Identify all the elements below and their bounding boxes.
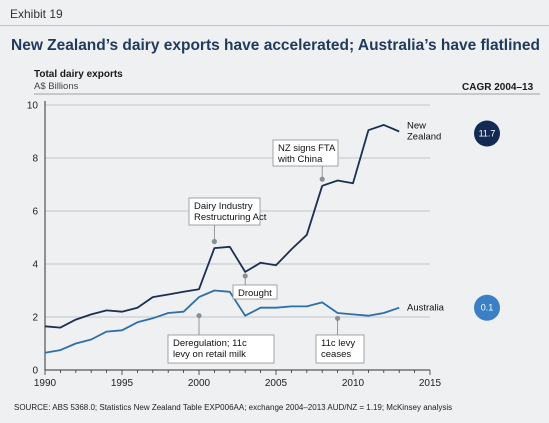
annotation-marker (335, 315, 341, 321)
x-tick-label: 2010 (342, 378, 365, 389)
x-tick-label: 2005 (265, 378, 288, 389)
cagr-value: 0.1 (481, 303, 494, 313)
cagr-badge (474, 294, 500, 321)
exhibit-label: Exhibit 19 (10, 7, 63, 21)
series-label-australia: Australia (407, 303, 445, 314)
y-tick-label: 8 (32, 154, 38, 165)
y-axis-title: Total dairy exports (34, 69, 123, 80)
header-divider (0, 25, 549, 26)
annotation-text: NZ signs FTA with China (277, 143, 336, 165)
y-tick-label: 2 (32, 313, 38, 324)
annotation-box (272, 139, 339, 167)
y-tick-label: 0 (32, 366, 38, 377)
cagr-value: 11.7 (479, 129, 496, 139)
x-tick-label: 1995 (111, 378, 134, 389)
annotation-text: Dairy Industry Restructuring Act (194, 201, 267, 223)
y-axis-unit: A$ Billions (34, 81, 79, 92)
annotation-box (188, 197, 261, 226)
annotation-marker (319, 176, 325, 182)
y-tick-label: 10 (27, 101, 39, 112)
x-tick-label: 2015 (419, 378, 442, 389)
series-label-new-zealand: New Zealand (407, 121, 441, 143)
annotation-marker (196, 313, 202, 319)
annotation-text: 11c levy ceases (321, 338, 355, 360)
annotation-box (167, 334, 275, 364)
cagr-badge (474, 120, 500, 147)
y-tick-label: 6 (32, 207, 38, 218)
annotation-marker (211, 238, 217, 245)
cagr-header: CAGR 2004–13 (462, 82, 534, 93)
annotation-box (232, 284, 278, 300)
x-tick-label: 1990 (34, 378, 57, 389)
x-tick-label: 2000 (188, 378, 211, 389)
annotation-marker (242, 273, 248, 279)
chart-title: New Zealand’s dairy exports have acceler… (11, 37, 540, 54)
source-note: SOURCE: ABS 5368.0; Statistics New Zeala… (14, 403, 453, 412)
series-line-australia (44, 289, 400, 354)
annotation-text: Drought (238, 288, 272, 299)
annotation-box (315, 334, 365, 364)
annotation-text: Deregulation; 11c levy on retail milk (173, 338, 247, 360)
y-tick-label: 4 (32, 260, 38, 271)
series-line-new-zealand (44, 124, 400, 329)
